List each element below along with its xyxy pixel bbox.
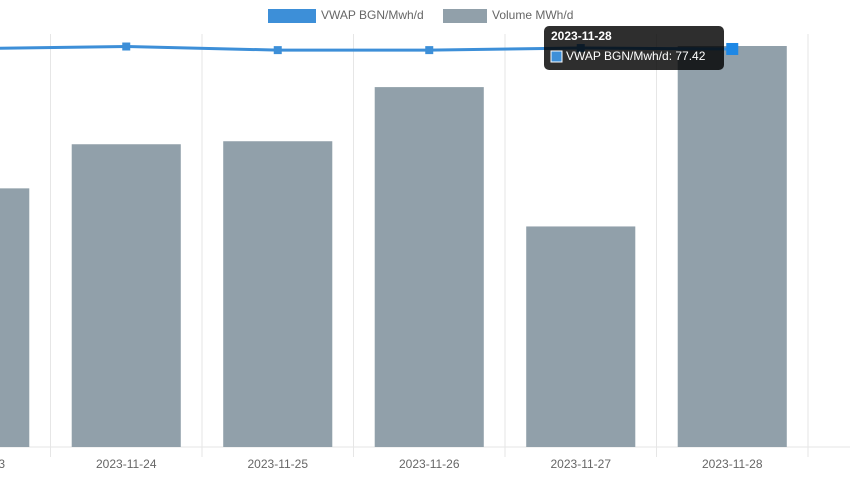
- bar: [677, 46, 787, 447]
- legend-label: VWAP BGN/Mwh/d: [321, 8, 424, 22]
- x-tick-label: 2023-11-23: [0, 457, 5, 471]
- x-tick-label: 2023-11-26: [399, 457, 460, 471]
- bar: [526, 226, 636, 447]
- point: [273, 46, 282, 55]
- point: [726, 42, 739, 55]
- x-tick-label: 2023-11-27: [551, 457, 612, 471]
- tooltip-swatch: [550, 50, 563, 63]
- x-tick-label: 2023-11-28: [702, 457, 763, 471]
- tooltip-box: [544, 26, 724, 70]
- x-tick-label: 2023-11-24: [96, 457, 157, 471]
- point: [425, 46, 434, 55]
- legend-label: Volume MWh/d: [492, 8, 573, 22]
- point: [122, 42, 131, 51]
- x-tick-label: 2023-11-25: [248, 457, 309, 471]
- tooltip: 2023-11-28 VWAP BGN/Mwh/d: 77.42: [544, 26, 724, 70]
- bar: [374, 87, 484, 447]
- bar: [0, 188, 30, 448]
- legend-swatch: [443, 9, 487, 23]
- bar: [223, 141, 333, 448]
- legend-swatch: [268, 9, 316, 23]
- bar: [71, 144, 181, 447]
- tooltip-title: 2023-11-28: [551, 29, 612, 43]
- tooltip-label: VWAP BGN/Mwh/d: 77.42: [566, 49, 706, 63]
